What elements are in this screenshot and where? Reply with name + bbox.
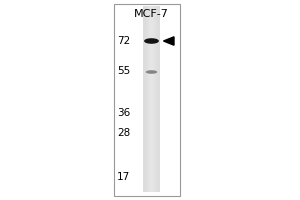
Ellipse shape [144, 38, 159, 44]
Text: MCF-7: MCF-7 [134, 9, 169, 19]
Polygon shape [164, 37, 174, 45]
Bar [114, 4, 180, 196]
Text: 17: 17 [117, 172, 130, 182]
Text: 72: 72 [117, 36, 130, 46]
Text: 36: 36 [117, 108, 130, 118]
Text: 55: 55 [117, 66, 130, 76]
Ellipse shape [146, 70, 157, 74]
Text: 28: 28 [117, 128, 130, 138]
Bar [143, 6, 160, 192]
